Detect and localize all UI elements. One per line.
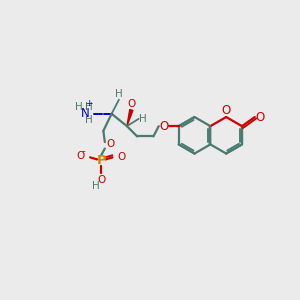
Text: O: O [255, 110, 264, 124]
Text: O: O [97, 175, 105, 185]
Text: H: H [75, 102, 83, 112]
Text: O: O [127, 99, 136, 109]
Text: +: + [85, 99, 93, 108]
Polygon shape [127, 110, 133, 126]
Text: H: H [92, 181, 99, 191]
Text: O: O [159, 120, 169, 133]
Text: H: H [85, 102, 93, 112]
Text: O: O [76, 151, 84, 161]
Text: -: - [81, 146, 85, 156]
Text: H: H [139, 114, 146, 124]
Text: N: N [81, 107, 89, 120]
Text: O: O [221, 104, 231, 117]
Text: O: O [118, 152, 126, 162]
Text: O: O [106, 140, 114, 149]
Text: H: H [85, 115, 93, 125]
Text: H: H [115, 89, 123, 99]
Text: P: P [96, 154, 106, 167]
